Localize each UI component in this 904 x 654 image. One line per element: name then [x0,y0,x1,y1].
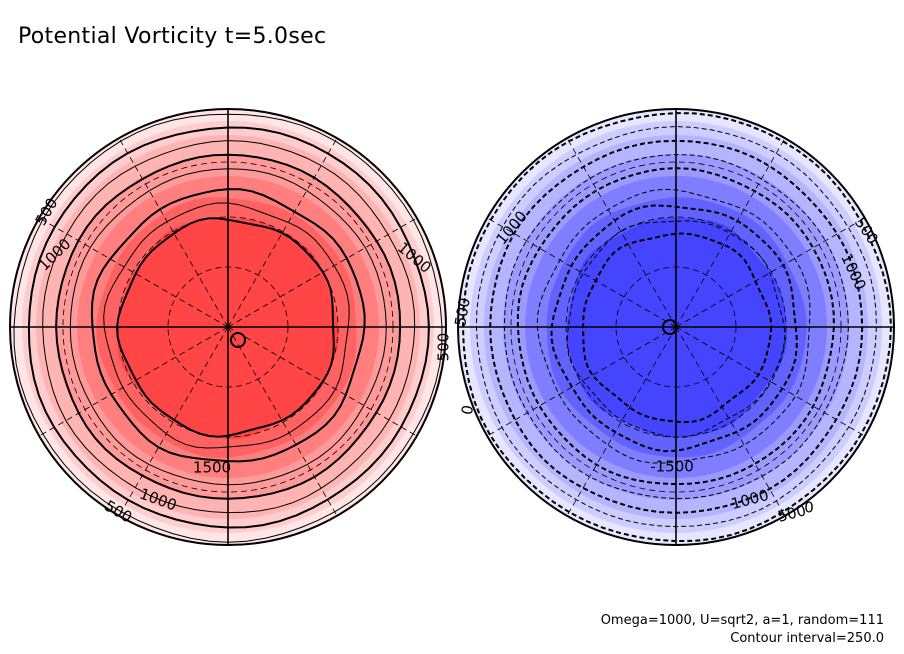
hemisphere-boundary [9,108,447,546]
meridian-line [118,326,229,516]
meridian-line [675,138,786,328]
contour-label: 500 [451,296,474,327]
pole-contour [230,332,246,348]
meridian-line [39,217,229,328]
pole-contour [662,319,678,335]
meridian-line [487,217,677,328]
meridian-line [566,326,677,516]
meridian-line [227,138,338,328]
chart-title: Potential Vorticity t=5.0sec [18,24,327,49]
contour-label: -1500 [650,458,694,476]
hemisphere-boundary [457,108,895,546]
meridian-line [227,326,417,437]
meridian-line [227,217,417,328]
meridian-line [118,138,229,328]
parameters-note: Omega=1000, U=sqrt2, a=1, random=111 [600,613,884,628]
meridian-line [566,138,677,328]
meridian-line [227,326,338,516]
meridian-line [487,326,677,437]
meridian-line [675,326,865,437]
contour-label: 1500 [193,459,231,477]
meridian-line [675,326,786,516]
contour-label: 500 [435,333,453,362]
contour-label: 0 [804,499,814,517]
contour-interval-note: Contour interval=250.0 [730,631,884,646]
meridian-line [675,217,865,328]
meridian-line [39,326,229,437]
footer-note: Omega=1000, U=sqrt2, a=1, random=111 Con… [601,612,884,648]
contour-label: 0 [458,404,477,417]
